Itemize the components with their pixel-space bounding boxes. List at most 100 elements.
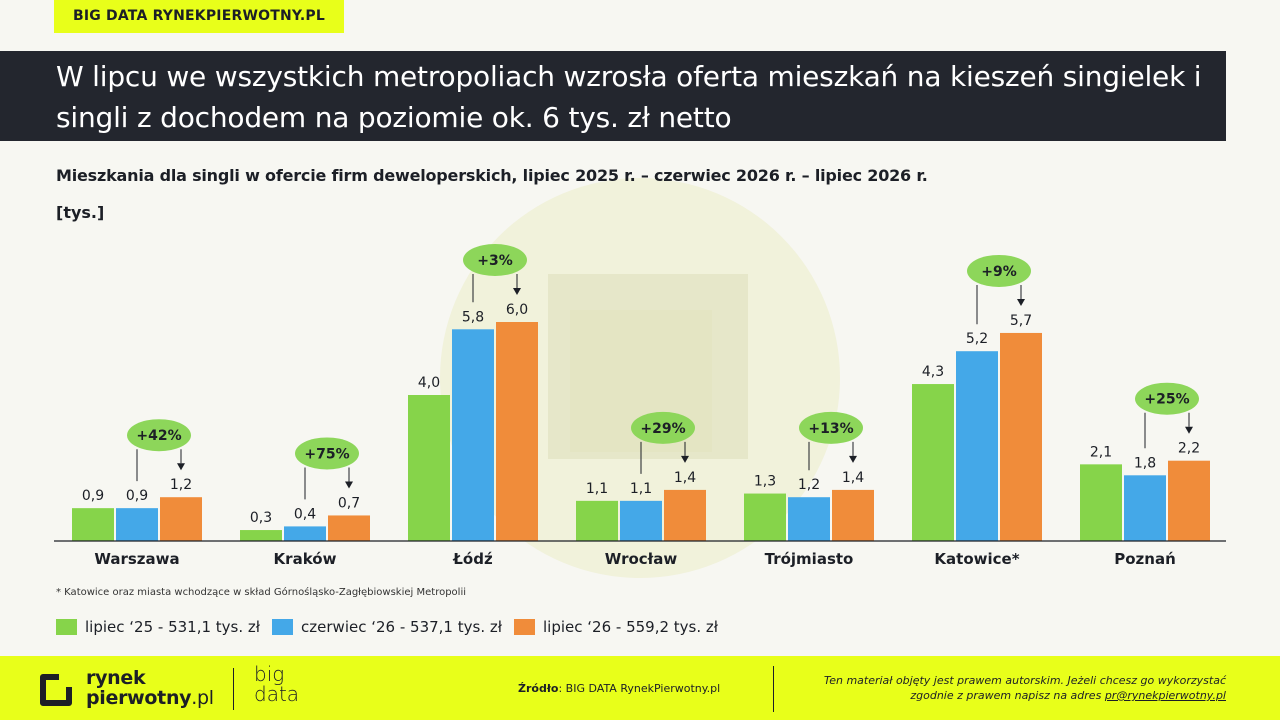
rynekpierwotny-logo-icon bbox=[40, 674, 72, 706]
bar-value-label: 5,8 bbox=[462, 309, 484, 325]
bar-value-label: 5,7 bbox=[1010, 313, 1032, 329]
bar bbox=[284, 526, 326, 541]
bar bbox=[1000, 332, 1042, 541]
change-badge bbox=[967, 254, 1031, 287]
bar-value-label: 2,2 bbox=[1178, 441, 1200, 457]
source-note: Źródło: BIG DATA RynekPierwotny.pl bbox=[518, 682, 720, 695]
change-badge bbox=[463, 244, 527, 276]
category-label: Wrocław bbox=[605, 550, 678, 568]
copyright-line-2: zgodnie z prawem napisz na adres pr@ryne… bbox=[776, 688, 1226, 703]
legend-item-lipiec-26: lipiec ‘26 - 559,2 tys. zł bbox=[514, 618, 718, 636]
change-badge-label: +25% bbox=[1144, 392, 1189, 408]
change-arrow-head bbox=[513, 288, 521, 295]
change-badge bbox=[295, 437, 359, 470]
bar bbox=[72, 508, 114, 541]
title-band bbox=[0, 51, 1226, 141]
bar bbox=[912, 384, 954, 541]
bar-chart: 0,9 0,9 1,2 +42% Warszawa 0,3 0,4 0,7 +75% Kraków… bbox=[54, 244, 1226, 568]
bar-value-label: 1,1 bbox=[630, 481, 652, 497]
legend-label: czerwiec ‘26 - 537,1 tys. zł bbox=[301, 618, 502, 636]
bar-value-label: 1,4 bbox=[842, 470, 864, 486]
copyright-note: Ten materiał objęty jest prawem autorski… bbox=[776, 673, 1226, 703]
bar-value-label: 5,2 bbox=[966, 331, 988, 347]
bar bbox=[408, 395, 450, 541]
bar bbox=[1080, 464, 1122, 541]
category-label: Kraków bbox=[274, 550, 337, 568]
change-badge-label: +13% bbox=[808, 421, 853, 437]
copyright-text: zgodnie z prawem napisz na adres bbox=[910, 689, 1105, 702]
footer: rynek pierwotny.pl big data Źródło: BIG … bbox=[0, 656, 1280, 720]
bar bbox=[452, 329, 494, 541]
source-label: Źródło bbox=[518, 682, 559, 695]
bar bbox=[160, 497, 202, 541]
category-label: Trójmiasto bbox=[765, 550, 854, 568]
change-badge bbox=[631, 411, 695, 444]
copyright-line-1: Ten materiał objęty jest prawem autorski… bbox=[823, 674, 1226, 687]
bar bbox=[620, 500, 662, 541]
bar-value-label: 2,1 bbox=[1090, 444, 1112, 460]
category-label: Poznań bbox=[1114, 550, 1176, 568]
logo-line-1: rynek bbox=[86, 667, 146, 689]
logo-line-2: pierwotny.pl bbox=[86, 688, 214, 708]
footer-divider bbox=[773, 666, 774, 712]
bar-value-label: 0,3 bbox=[250, 510, 272, 526]
bar-value-label: 1,4 bbox=[674, 470, 696, 486]
bar-value-label: 1,2 bbox=[170, 477, 192, 493]
bigdata-line-2: data bbox=[254, 682, 300, 706]
logo-suffix: .pl bbox=[191, 687, 214, 709]
change-badge-label: +42% bbox=[136, 428, 181, 444]
bigdata-line-1: big bbox=[254, 662, 285, 686]
chart-title: Mieszkania dla singli w ofercie firm dew… bbox=[56, 166, 928, 185]
legend: lipiec ‘25 - 531,1 tys. zł czerwiec ‘26 … bbox=[56, 618, 718, 636]
bar-value-label: 6,0 bbox=[506, 302, 528, 318]
bar bbox=[1168, 460, 1210, 541]
change-badge-label: +9% bbox=[981, 264, 1017, 280]
change-badge-label: +75% bbox=[304, 446, 349, 462]
bar-value-label: 0,4 bbox=[294, 506, 316, 522]
change-arrow-head bbox=[681, 455, 689, 463]
legend-item-czerwiec-26: czerwiec ‘26 - 537,1 tys. zł bbox=[272, 618, 502, 636]
bar bbox=[956, 351, 998, 541]
rynekpierwotny-logo-text: rynek pierwotny.pl bbox=[86, 668, 214, 708]
bar-value-label: 1,1 bbox=[586, 481, 608, 497]
legend-swatch-blue bbox=[272, 619, 294, 635]
legend-swatch-green bbox=[56, 619, 77, 635]
change-badge bbox=[1135, 382, 1199, 415]
change-arrow-head bbox=[1185, 426, 1193, 434]
bar bbox=[744, 493, 786, 541]
copyright-email-link[interactable]: pr@rynekpierwotny.pl bbox=[1104, 689, 1226, 702]
legend-swatch-orange bbox=[514, 619, 535, 635]
bar-value-label: 1,3 bbox=[754, 474, 776, 490]
logo-name: pierwotny bbox=[86, 687, 192, 709]
legend-item-lipiec-25: lipiec ‘25 - 531,1 tys. zł bbox=[56, 618, 260, 636]
chart-unit-label: [tys.] bbox=[56, 203, 105, 222]
category-label: Łódź bbox=[452, 550, 493, 568]
bar-value-label: 0,9 bbox=[82, 488, 104, 504]
change-arrow-head bbox=[1017, 298, 1025, 306]
bar-value-label: 4,3 bbox=[922, 364, 944, 380]
change-badge bbox=[127, 419, 191, 452]
bar-value-label: 1,2 bbox=[798, 477, 820, 493]
change-arrow-head bbox=[849, 455, 857, 463]
bar bbox=[576, 500, 618, 541]
bar bbox=[832, 489, 874, 541]
bar-value-label: 0,7 bbox=[338, 495, 360, 511]
bar bbox=[496, 322, 538, 541]
bigdata-logo: big data bbox=[254, 664, 299, 704]
bar-value-label: 1,8 bbox=[1134, 455, 1156, 471]
bar-value-label: 0,9 bbox=[126, 488, 148, 504]
bar-value-label: 4,0 bbox=[418, 375, 440, 391]
bar bbox=[240, 530, 282, 541]
change-badge-label: +29% bbox=[640, 421, 685, 437]
bar bbox=[116, 508, 158, 541]
change-arrow-head bbox=[345, 481, 353, 489]
change-badge bbox=[799, 411, 863, 444]
header-tag: BIG DATA RYNEKPIERWOTNY.PL bbox=[54, 0, 344, 33]
category-label: Katowice* bbox=[934, 550, 1019, 568]
legend-label: lipiec ‘25 - 531,1 tys. zł bbox=[85, 618, 261, 636]
bar bbox=[1124, 475, 1166, 541]
bar bbox=[788, 497, 830, 541]
page-title: W lipcu we wszystkich metropoliach wzros… bbox=[56, 60, 1202, 134]
bar bbox=[664, 489, 706, 541]
logo-divider bbox=[233, 668, 234, 710]
